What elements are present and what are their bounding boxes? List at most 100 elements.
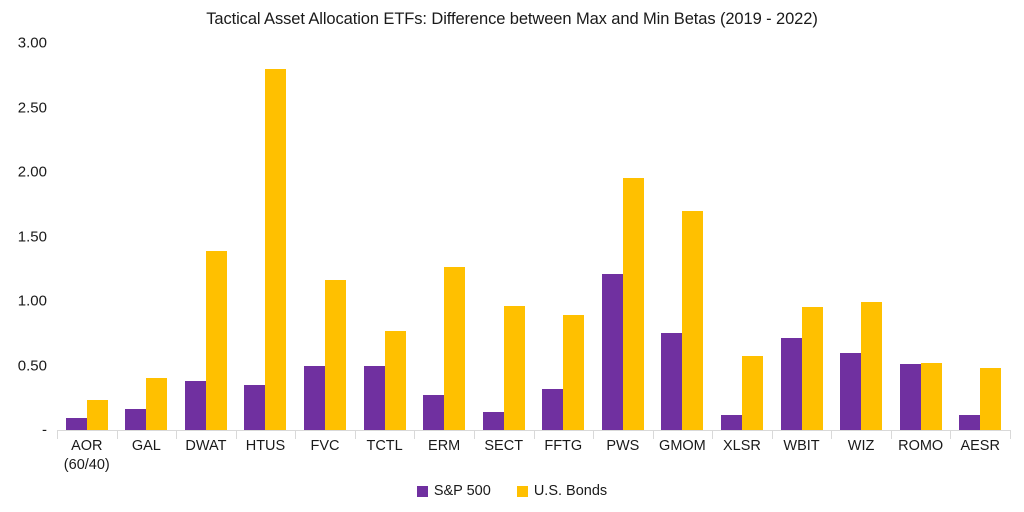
x-axis-tick-label: FFTG	[534, 437, 594, 456]
bar-group	[534, 0, 594, 430]
x-axis-tick-label: WBIT	[772, 437, 832, 456]
bar-bonds[interactable]	[920, 362, 942, 430]
x-axis-tick-label: TCTL	[355, 437, 415, 456]
x-axis-tick	[533, 430, 535, 439]
bar-sp500[interactable]	[244, 384, 266, 430]
chart-title: Tactical Asset Allocation ETFs: Differen…	[206, 10, 818, 28]
x-axis-tick-label-line: FFTG	[544, 438, 583, 454]
x-axis-tick-label: XLSR	[712, 437, 772, 456]
bar-bonds[interactable]	[503, 306, 525, 430]
x-axis-tick-label-line: ERM	[428, 438, 461, 454]
bar-group	[414, 0, 474, 430]
x-axis-tick-label-line: PWS	[606, 438, 640, 454]
x-axis-tick	[1010, 430, 1011, 439]
bar-bonds[interactable]	[146, 378, 168, 430]
legend-label: U.S. Bonds	[533, 483, 608, 499]
y-axis-tick-label: 0.50	[17, 357, 47, 374]
bar-group	[831, 0, 891, 430]
legend-swatch-icon	[516, 485, 528, 497]
bar-sp500[interactable]	[780, 338, 802, 430]
x-axis-tick-label-line: FVC	[310, 438, 340, 454]
bar-group	[891, 0, 951, 430]
bar-sp500[interactable]	[840, 352, 862, 430]
y-axis-tick-label: 3.00	[17, 34, 47, 52]
x-axis-tick-label: PWS	[593, 437, 653, 456]
x-axis-tick	[831, 430, 833, 439]
bar-sp500[interactable]	[542, 388, 564, 430]
bar-series-container	[57, 0, 1010, 430]
x-axis-tick-label: AOR (60/40)	[57, 437, 117, 475]
bar-bonds[interactable]	[861, 302, 883, 430]
bar-sp500[interactable]	[363, 365, 385, 430]
bar-sp500[interactable]	[482, 411, 504, 430]
bar-group	[772, 0, 832, 430]
x-axis-tick	[295, 430, 297, 439]
x-axis-tick	[950, 430, 952, 439]
x-axis-tick-label: GMOM	[653, 437, 713, 456]
x-axis-tick-label-line: SECT	[484, 438, 524, 454]
x-axis-tick-label-line: GMOM	[659, 438, 706, 454]
legend-label: S&P 500	[433, 483, 491, 499]
bar-group	[117, 0, 177, 430]
x-axis-tick-label: WIZ	[831, 437, 891, 456]
x-axis-tick-label: ROMO	[891, 437, 951, 456]
legend-item[interactable]: S&P 500	[416, 483, 491, 499]
bar-bonds[interactable]	[622, 178, 644, 430]
y-axis-tick-label: 1.00	[17, 292, 47, 310]
x-axis-tick-label-line: DWAT	[185, 438, 227, 454]
bar-sp500[interactable]	[899, 364, 921, 430]
x-axis-tick-label-line: TCTL	[366, 438, 403, 454]
x-axis-tick-label-line: WBIT	[783, 438, 820, 454]
x-axis-tick-label: AESR	[950, 437, 1010, 456]
bar-sp500[interactable]	[423, 395, 445, 430]
chart-legend: S&P 500 U.S. Bonds	[0, 483, 1024, 499]
x-axis-tick-label-line: ROMO	[898, 438, 944, 454]
x-axis-tick-label: HTUS	[236, 437, 296, 456]
x-axis-tick	[354, 430, 356, 439]
bar-bonds[interactable]	[325, 280, 347, 430]
bar-sp500[interactable]	[304, 365, 326, 430]
bar-sp500[interactable]	[601, 273, 623, 430]
y-axis-tick-label: -	[42, 421, 47, 439]
bar-bonds[interactable]	[682, 210, 704, 430]
legend-item[interactable]: U.S. Bonds	[516, 483, 608, 499]
bar-sp500[interactable]	[125, 409, 147, 430]
y-axis: 3.00 2.50 2.00 1.50 1.00 0.50 -	[0, 0, 57, 512]
bar-bonds[interactable]	[86, 400, 108, 430]
y-axis-tick-label: 2.50	[17, 99, 47, 116]
bar-sp500[interactable]	[65, 418, 87, 430]
x-axis-tick	[771, 430, 773, 439]
x-axis-tick	[593, 430, 595, 439]
bar-sp500[interactable]	[720, 414, 742, 430]
bar-group	[355, 0, 415, 430]
x-axis-tick	[473, 430, 475, 439]
x-axis-tick-label-line: XLSR	[723, 438, 761, 454]
bar-group	[712, 0, 772, 430]
bar-sp500[interactable]	[661, 333, 683, 430]
bar-bonds[interactable]	[980, 368, 1002, 430]
bar-bonds[interactable]	[563, 315, 585, 430]
x-axis-tick-label: DWAT	[176, 437, 236, 456]
bar-group	[176, 0, 236, 430]
x-axis-tick	[176, 430, 178, 439]
bar-group	[57, 0, 117, 430]
bar-sp500[interactable]	[959, 414, 981, 430]
x-axis-tick	[712, 430, 714, 439]
x-axis-tick-label: GAL	[117, 437, 177, 456]
bar-group	[295, 0, 355, 430]
bar-sp500[interactable]	[184, 380, 206, 430]
x-axis-tick-label: SECT	[474, 437, 534, 456]
bar-bonds[interactable]	[444, 267, 466, 430]
x-axis-tick	[235, 430, 237, 439]
x-axis-tick-label-line: WIZ	[847, 438, 875, 454]
bar-bonds[interactable]	[384, 330, 406, 430]
bar-bonds[interactable]	[801, 307, 823, 430]
x-axis-tick	[57, 430, 58, 439]
bar-bonds[interactable]	[205, 250, 227, 430]
x-axis-tick-label-line: HTUS	[245, 438, 286, 454]
bar-bonds[interactable]	[265, 68, 287, 430]
legend-swatch-icon	[416, 485, 428, 497]
bar-bonds[interactable]	[741, 356, 763, 430]
x-axis-tick	[890, 430, 892, 439]
